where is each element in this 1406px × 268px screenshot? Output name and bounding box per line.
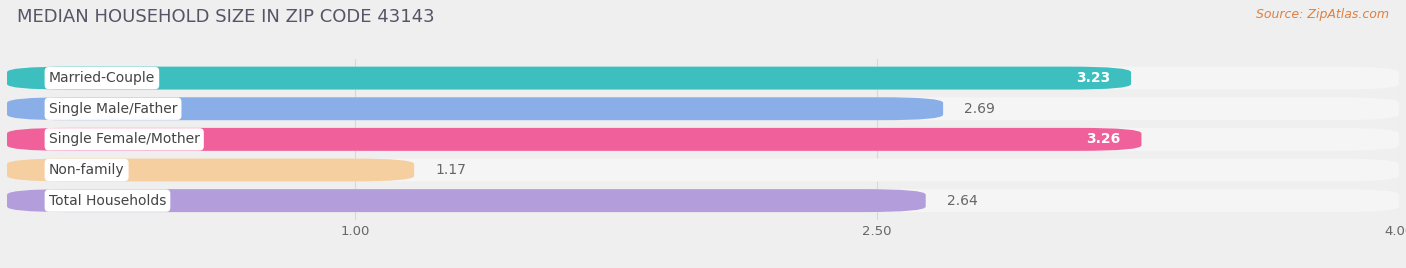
Text: Non-family: Non-family	[49, 163, 124, 177]
FancyBboxPatch shape	[7, 97, 1399, 120]
FancyBboxPatch shape	[7, 128, 1399, 151]
Text: MEDIAN HOUSEHOLD SIZE IN ZIP CODE 43143: MEDIAN HOUSEHOLD SIZE IN ZIP CODE 43143	[17, 8, 434, 26]
FancyBboxPatch shape	[7, 128, 1142, 151]
Text: Married-Couple: Married-Couple	[49, 71, 155, 85]
FancyBboxPatch shape	[7, 97, 943, 120]
Text: 3.23: 3.23	[1076, 71, 1111, 85]
FancyBboxPatch shape	[7, 158, 415, 181]
FancyBboxPatch shape	[7, 67, 1399, 90]
Text: 1.17: 1.17	[434, 163, 465, 177]
Text: 3.26: 3.26	[1087, 132, 1121, 146]
Text: Source: ZipAtlas.com: Source: ZipAtlas.com	[1256, 8, 1389, 21]
Text: Single Female/Mother: Single Female/Mother	[49, 132, 200, 146]
FancyBboxPatch shape	[7, 158, 1399, 181]
Text: 2.64: 2.64	[946, 193, 977, 208]
Text: Total Households: Total Households	[49, 193, 166, 208]
FancyBboxPatch shape	[7, 67, 1130, 90]
FancyBboxPatch shape	[7, 189, 925, 212]
Text: 2.69: 2.69	[965, 102, 995, 116]
Text: Single Male/Father: Single Male/Father	[49, 102, 177, 116]
FancyBboxPatch shape	[7, 189, 1399, 212]
